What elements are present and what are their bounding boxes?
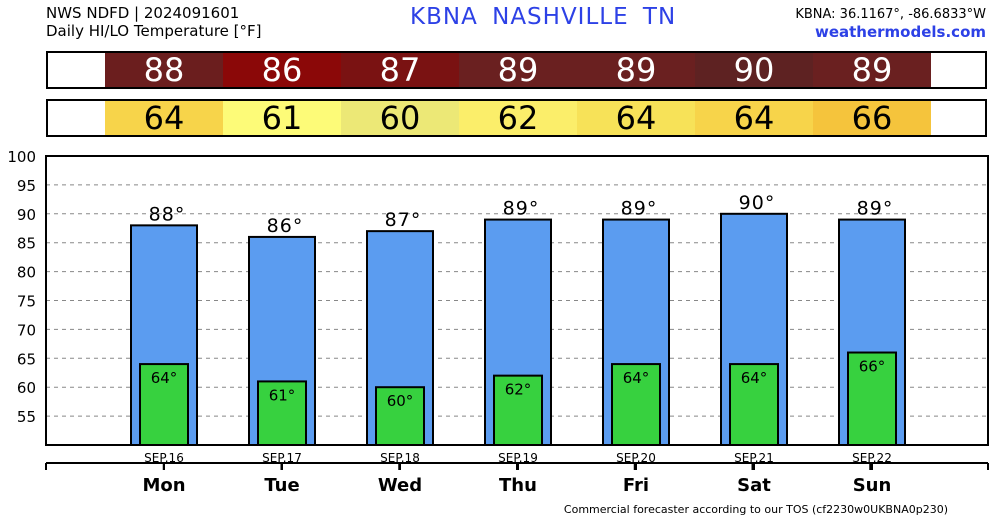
y-tick-label-100: 100 xyxy=(7,148,36,166)
site-link[interactable]: weathermodels.com xyxy=(814,23,986,41)
high-bar-label-wed: 87° xyxy=(385,209,422,231)
low-bar-label-sat: 64° xyxy=(741,369,768,387)
day-label-sat: Sat xyxy=(737,475,771,496)
day-label-thu: Thu xyxy=(499,475,537,496)
product-line: Daily HI/LO Temperature [°F] xyxy=(46,22,262,40)
y-tick-label-80: 80 xyxy=(17,264,36,282)
low-temp-cell-sat: 64 xyxy=(695,101,813,135)
date-label-sun: SEP.22 xyxy=(852,451,892,465)
low-temp-cell-tue: 61 xyxy=(223,101,341,135)
date-label-wed: SEP.18 xyxy=(380,451,420,465)
y-tick-label-95: 95 xyxy=(17,177,36,195)
high-bar-label-mon: 88° xyxy=(149,203,186,225)
date-label-fri: SEP.20 xyxy=(616,451,656,465)
high-temp-cell-sun: 89 xyxy=(813,53,931,87)
low-bar-label-sun: 66° xyxy=(859,358,886,376)
high-bar-label-thu: 89° xyxy=(503,198,540,220)
high-temp-cell-tue: 86 xyxy=(223,53,341,87)
y-tick-label-60: 60 xyxy=(17,379,36,397)
station-title: KBNA NASHVILLE TN xyxy=(410,4,677,30)
low-temp-cell-mon: 64 xyxy=(105,101,223,135)
day-label-sun: Sun xyxy=(853,475,892,496)
low-bar-label-thu: 62° xyxy=(505,381,532,399)
low-bar-sat xyxy=(729,363,779,446)
date-label-thu: SEP.19 xyxy=(498,451,538,465)
y-tick-label-75: 75 xyxy=(17,293,36,311)
high-temp-cell-fri: 89 xyxy=(577,53,695,87)
low-bar-wed xyxy=(375,386,425,447)
date-label-tue: SEP.17 xyxy=(262,451,302,465)
low-bar-label-fri: 64° xyxy=(623,369,650,387)
low-temp-cell-fri: 64 xyxy=(577,101,695,135)
low-temperature-strip: 64 61 60 62 64 64 66 xyxy=(46,99,987,137)
low-bar-tue xyxy=(257,380,307,447)
day-label-wed: Wed xyxy=(378,475,422,496)
low-bar-label-mon: 64° xyxy=(151,369,178,387)
low-bar-thu xyxy=(493,374,543,447)
low-bar-fri xyxy=(611,363,661,446)
date-label-sat: SEP.21 xyxy=(734,451,774,465)
low-bar-mon xyxy=(139,363,189,446)
high-temp-cell-wed: 87 xyxy=(341,53,459,87)
y-tick-label-70: 70 xyxy=(17,321,36,339)
high-bar-label-tue: 86° xyxy=(267,215,304,237)
day-label-tue: Tue xyxy=(264,475,299,496)
high-temperature-strip: 88 86 87 89 89 90 89 xyxy=(46,51,987,89)
plot-frame xyxy=(45,155,989,446)
y-tick-label-85: 85 xyxy=(17,235,36,253)
high-bar-label-sun: 89° xyxy=(857,198,894,220)
footer-note: Commercial forecaster according to our T… xyxy=(563,503,948,516)
low-bar-sun xyxy=(847,351,897,446)
high-temp-cell-thu: 89 xyxy=(459,53,577,87)
low-temp-cell-wed: 60 xyxy=(341,101,459,135)
day-label-fri: Fri xyxy=(623,475,649,496)
y-tick-label-90: 90 xyxy=(17,206,36,224)
high-temp-cell-sat: 90 xyxy=(695,53,813,87)
date-label-mon: SEP.16 xyxy=(144,451,184,465)
low-bar-label-tue: 61° xyxy=(269,386,296,404)
low-bar-label-wed: 60° xyxy=(387,392,414,410)
day-label-mon: Mon xyxy=(142,475,185,496)
low-temp-cell-sun: 66 xyxy=(813,101,931,135)
station-coordinates: KBNA: 36.1167°, -86.6833°W xyxy=(795,7,986,22)
y-tick-label-65: 65 xyxy=(17,350,36,368)
high-bar-label-fri: 89° xyxy=(621,198,658,220)
y-tick-label-55: 55 xyxy=(17,408,36,426)
high-temp-cell-mon: 88 xyxy=(105,53,223,87)
high-bar-label-sat: 90° xyxy=(739,192,776,214)
low-temp-cell-thu: 62 xyxy=(459,101,577,135)
source-line: NWS NDFD | 2024091601 xyxy=(46,4,240,22)
